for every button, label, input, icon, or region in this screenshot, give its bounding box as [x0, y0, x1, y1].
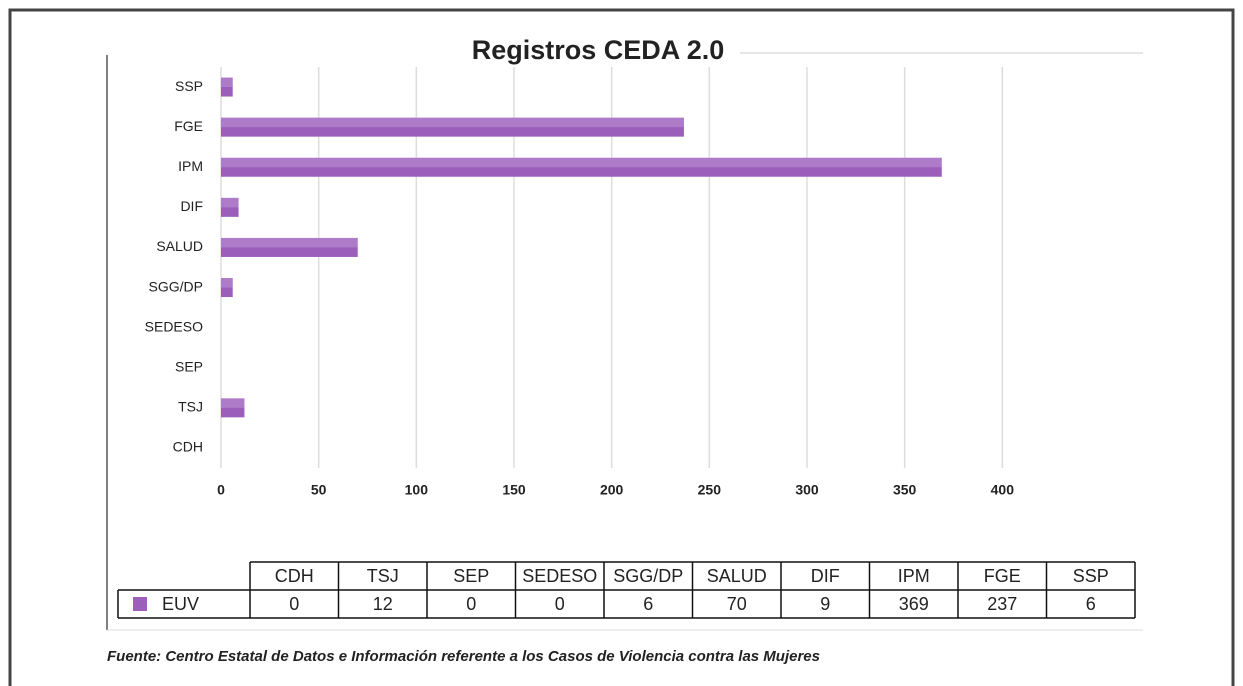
legend-swatch — [133, 597, 147, 611]
bar-highlight — [221, 117, 684, 128]
bar — [221, 237, 358, 257]
table-value: 0 — [555, 594, 565, 614]
table-header: FGE — [984, 566, 1021, 586]
table-header: CDH — [275, 566, 314, 586]
table-value: 0 — [289, 594, 299, 614]
x-tick-label: 0 — [217, 482, 225, 498]
y-tick-label: FGE — [174, 118, 203, 134]
y-tick-label: SEP — [175, 358, 203, 374]
x-tick-label: 400 — [991, 482, 1015, 498]
x-tick-label: 250 — [698, 482, 722, 498]
chart-title: Registros CEDA 2.0 — [472, 35, 725, 65]
x-tick-label: 100 — [405, 482, 429, 498]
y-tick-label: SEDESO — [145, 318, 203, 334]
bar-highlight — [221, 157, 942, 168]
y-tick-label: SGG/DP — [149, 278, 203, 294]
table-header: DIF — [811, 566, 840, 586]
table-header: SGG/DP — [613, 566, 683, 586]
table-value: 0 — [466, 594, 476, 614]
bar — [221, 278, 233, 298]
y-tick-label: IPM — [178, 158, 203, 174]
table-value: 12 — [373, 594, 393, 614]
x-tick-label: 150 — [502, 482, 526, 498]
source-note: Fuente: Centro Estatal de Datos e Inform… — [107, 648, 820, 665]
bar — [221, 77, 233, 97]
table-header: SEDESO — [522, 566, 597, 586]
bar-highlight — [221, 77, 233, 88]
y-tick-label: SALUD — [156, 238, 203, 254]
frame — [8, 8, 1235, 686]
bar — [221, 398, 245, 418]
x-tick-label: 350 — [893, 482, 917, 498]
x-tick-label: 200 — [600, 482, 624, 498]
bar-highlight — [221, 278, 233, 288]
y-tick-label: DIF — [180, 198, 203, 214]
table-value: 6 — [643, 594, 653, 614]
bar-highlight — [221, 197, 239, 208]
y-tick-label: TSJ — [178, 399, 203, 415]
bar — [221, 157, 942, 177]
table-header: IPM — [898, 566, 930, 586]
bar — [221, 197, 239, 217]
legend-label: EUV — [162, 594, 199, 614]
bar-highlight — [221, 237, 358, 248]
y-tick-label: SSP — [175, 78, 203, 94]
table-value: 237 — [987, 594, 1017, 614]
table-header: TSJ — [367, 566, 399, 586]
y-tick-label: CDH — [173, 439, 203, 455]
x-tick-label: 300 — [795, 482, 819, 498]
bar-highlight — [221, 398, 245, 408]
table-value: 70 — [727, 594, 747, 614]
table-header: SEP — [453, 566, 489, 586]
table-value: 9 — [820, 594, 830, 614]
x-tick-label: 50 — [311, 482, 327, 498]
table-value: 369 — [899, 594, 929, 614]
table-header: SSP — [1073, 566, 1109, 586]
table-header: SALUD — [707, 566, 767, 586]
bar — [221, 117, 684, 137]
table-value: 6 — [1086, 594, 1096, 614]
